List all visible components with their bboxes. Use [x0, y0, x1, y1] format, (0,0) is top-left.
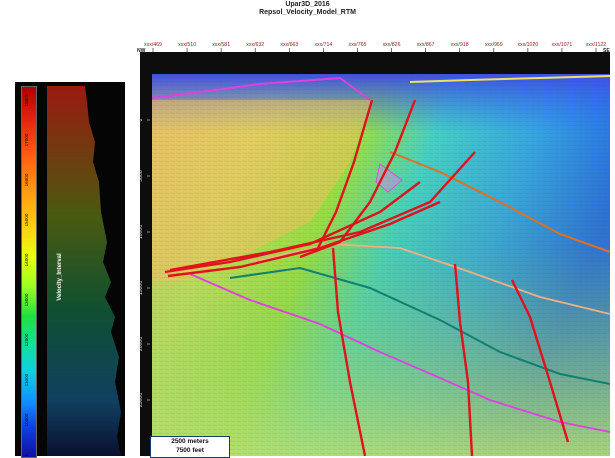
- horizon-yellow-top: [409, 75, 610, 83]
- seismic-section-panel[interactable]: [140, 52, 610, 456]
- colorbar-tick-label: 18000: [24, 93, 29, 106]
- horizon-magenta-deep: [189, 273, 610, 433]
- x-tick-label: xxx/581: [212, 42, 230, 48]
- colorbar-panel: 18000 17000 16000 15000 14000 13000 12000 11000…: [15, 82, 125, 458]
- y-tick-label: 15000: [138, 281, 144, 296]
- colorbar-tick-label: 13000: [24, 293, 29, 306]
- scale-meters: 2500 meters: [171, 438, 209, 445]
- x-tick-label: xxx/1071: [552, 42, 573, 48]
- fault-6: [331, 247, 367, 456]
- chart-subtitle: Repsol_Velocity_Model_RTM: [259, 9, 356, 16]
- x-tick-label: xxx/663: [280, 42, 298, 48]
- x-tick-label: xxx/969: [485, 42, 503, 48]
- colorbar-ticks: 18000 17000 16000 15000 14000 13000 12000 11000…: [24, 86, 121, 456]
- fault-group: [164, 99, 570, 456]
- x-tick-label: xxx/632: [246, 42, 264, 48]
- y-tick-label: 5000: [138, 170, 144, 182]
- y-tick-label: 25000: [138, 393, 144, 408]
- x-tick-label: xxx/765: [349, 42, 367, 48]
- y-tick-label: 20000: [138, 337, 144, 352]
- fault-4: [164, 181, 421, 274]
- colorbar-tick-label: 16000: [24, 173, 29, 186]
- reflector-texture: [152, 74, 610, 456]
- fault-7: [453, 263, 474, 456]
- x-tick-label: xxx/1122: [586, 42, 606, 48]
- horizon-teal: [229, 266, 610, 385]
- scale-feet: 7500 feet: [176, 447, 204, 454]
- colorbar-label: Velocity_Interval: [57, 253, 63, 301]
- colorbar-tick-label: 10000: [24, 413, 29, 426]
- horizon-peach: [249, 243, 610, 315]
- fault-2: [299, 99, 417, 259]
- fault-1: [314, 99, 374, 253]
- velocity-section[interactable]: [140, 52, 610, 456]
- colorbar-tick-label: 9000: [24, 454, 29, 456]
- colorbar-tick-label: 17000: [24, 133, 29, 146]
- colorbar-tick-label: 12000: [24, 333, 29, 346]
- horizon-orange: [389, 151, 610, 253]
- nw-label: NW: [137, 48, 146, 54]
- x-axis: xxx/469 xxx/510 xxx/581 xxx/632 xxx/663 xxx/7…: [137, 42, 610, 54]
- colorbar-tick-label: 11000: [24, 373, 29, 386]
- histogram: [47, 86, 121, 456]
- y-tick-label: 10000: [138, 225, 144, 240]
- y-tick-label: 0: [138, 118, 144, 121]
- salt-body: [375, 163, 403, 193]
- horizon-magenta-top: [151, 76, 371, 101]
- x-tick-label: xxx/469: [144, 42, 162, 48]
- x-tick-label: xxx/510: [178, 42, 196, 48]
- fault-3: [169, 151, 476, 272]
- chart-title: Upar3D_2016: [285, 1, 330, 8]
- x-tick-label: xxx/826: [383, 42, 401, 48]
- scale-bar: 2500 meters 7500 feet: [150, 436, 230, 458]
- x-tick-label: xxx/867: [417, 42, 435, 48]
- fault-5: [167, 200, 441, 278]
- x-tick-label: xxx/918: [451, 42, 469, 48]
- x-tick-label: xxx/1020: [517, 42, 538, 48]
- colorbar-tick-label: 14000: [24, 253, 29, 266]
- colorbar-tick-label: 15000: [24, 213, 29, 226]
- se-label: SE: [603, 48, 610, 54]
- fault-8: [510, 279, 570, 443]
- x-tick-label: xxx/714: [314, 42, 332, 48]
